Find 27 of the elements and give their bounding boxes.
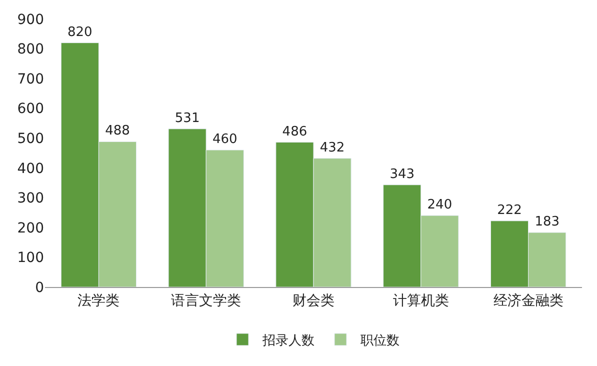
- data-label: 240: [427, 198, 452, 213]
- y-tick-label: 600: [17, 101, 44, 118]
- data-label: 531: [174, 110, 200, 126]
- data-label: 183: [534, 214, 560, 230]
- data-label: 460: [212, 132, 238, 148]
- y-tick-label: 800: [17, 42, 44, 58]
- data-label: 488: [105, 124, 130, 139]
- x-tick-label: 计算机类: [392, 292, 449, 309]
- x-tick-label: 语言文学类: [171, 292, 242, 309]
- y-tick-label: 200: [17, 220, 44, 236]
- y-tick-label: 900: [17, 12, 44, 28]
- legend-label: 职位数: [360, 334, 400, 349]
- y-tick-label: 300: [17, 190, 44, 207]
- data-label: 486: [282, 124, 308, 140]
- data-label: 820: [67, 24, 92, 40]
- y-tick-label: 500: [17, 131, 44, 148]
- data-label: 343: [390, 166, 415, 182]
- y-tick-label: 100: [17, 250, 44, 266]
- y-tick-label: 0: [35, 280, 44, 296]
- x-tick-label: 财会类: [292, 292, 334, 309]
- x-tick-label: 经济金融类: [493, 292, 564, 309]
- data-label: 222: [497, 202, 522, 218]
- y-tick-label: 700: [17, 71, 44, 88]
- x-tick-label: 法学类: [78, 292, 120, 309]
- legend-label: 招录人数: [262, 334, 314, 349]
- y-tick-label: 400: [17, 160, 44, 177]
- data-label: 432: [320, 140, 345, 156]
